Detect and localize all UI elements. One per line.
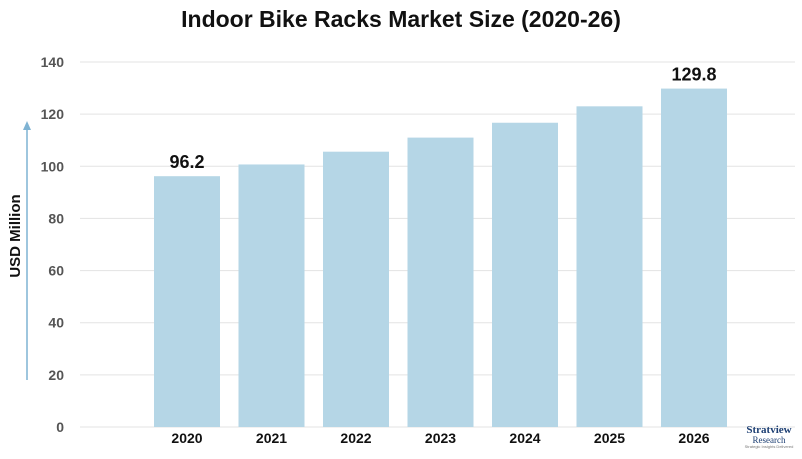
x-tick-label: 2022 [340,430,371,446]
x-tick-label: 2026 [678,430,709,446]
x-tick-label: 2020 [171,430,202,446]
bar [154,176,220,427]
x-tick-label: 2024 [509,430,540,446]
y-tick-label: 100 [41,158,65,174]
bar [492,122,558,427]
bar [238,164,305,428]
bar [323,151,389,427]
x-tick-label: 2025 [594,430,625,446]
x-tick-label: 2021 [256,430,287,446]
y-tick-label: 80 [48,210,64,226]
y-tick-label: 120 [41,106,65,122]
logo-line2: Research [752,435,786,445]
y-tick-label: 60 [48,263,64,279]
bar [661,88,727,427]
y-tick-label: 140 [41,54,65,70]
data-label: 129.8 [671,65,716,85]
stratview-logo: Stratview Research Strategic Insights De… [736,425,802,459]
y-tick-label: 40 [48,315,64,331]
logo-tagline: Strategic Insights Delivered [744,444,794,449]
y-axis-label: USD Million [7,194,24,277]
bar [407,137,474,427]
data-label: 96.2 [169,152,204,172]
y-tick-label: 0 [56,419,64,435]
x-tick-label: 2023 [425,430,456,446]
chart-title: Indoor Bike Racks Market Size (2020-26) [181,6,621,32]
y-axis-arrow-head [23,121,31,130]
y-tick-label: 20 [48,367,64,383]
logo-line1: Stratview [746,424,792,436]
bar [576,106,643,428]
